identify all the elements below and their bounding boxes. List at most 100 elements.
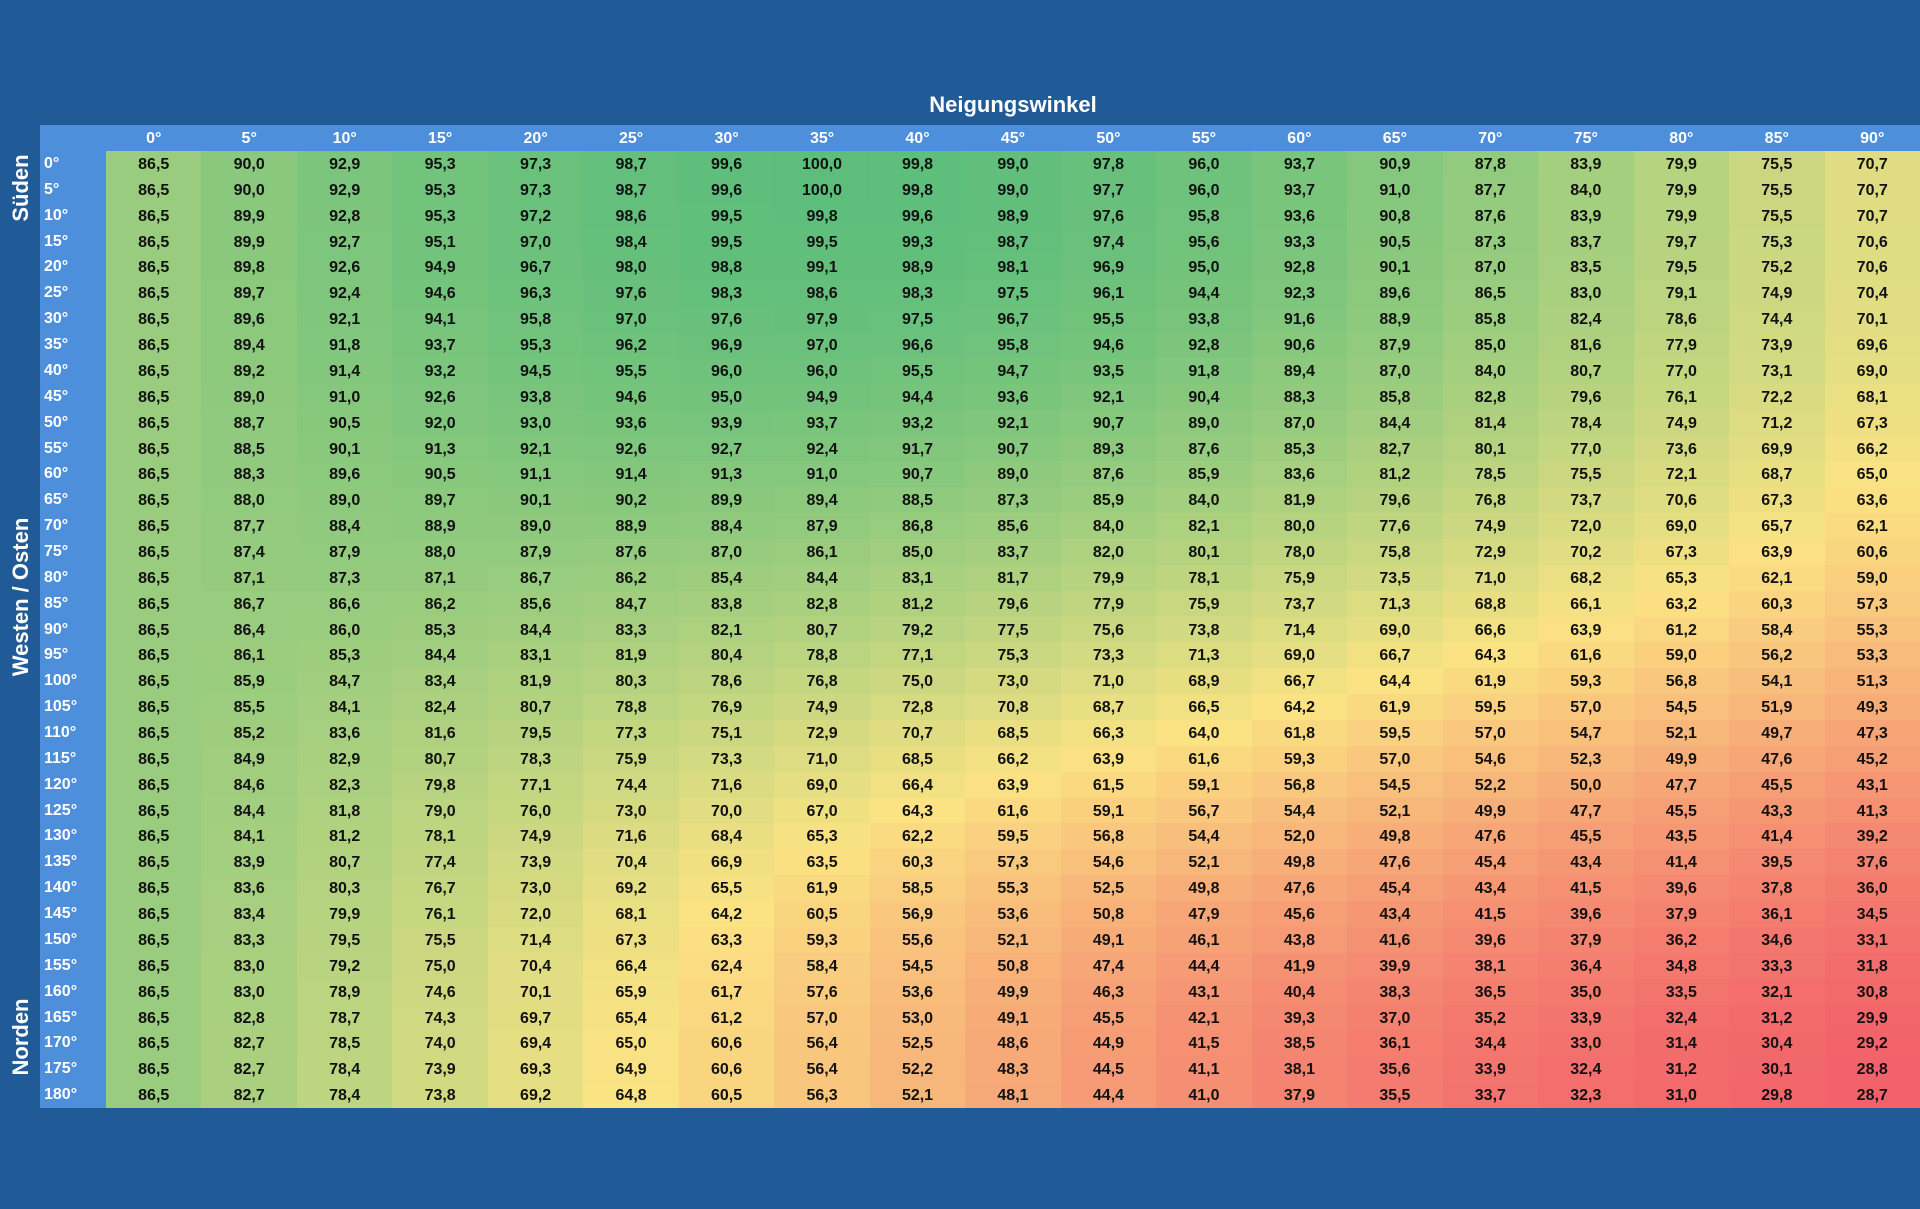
heatmap-cell: 84,0 [1538,176,1634,203]
heatmap-cell: 82,8 [201,1004,297,1031]
heatmap-cell: 58,4 [1729,616,1825,643]
heatmap-cell: 80,1 [1156,538,1252,565]
heatmap-cell: 61,2 [678,1004,775,1031]
heatmap-cell: 92,9 [296,151,393,177]
heatmap-cell: 78,0 [1251,538,1348,565]
heatmap-cell: 71,2 [1729,409,1825,436]
heatmap-cell: 59,0 [1633,642,1730,669]
heatmap-cell: 86,5 [106,590,202,617]
heatmap-cell: 38,1 [1251,1056,1348,1083]
heatmap-cell: 30,1 [1729,1056,1825,1083]
heatmap-cell: 79,9 [296,901,393,927]
heatmap-cell: 59,5 [1442,694,1539,721]
heatmap-cell: 60,6 [1824,538,1920,565]
heatmap-cell: 71,4 [1251,616,1348,643]
heatmap-cell: 49,9 [965,978,1061,1005]
heatmap-cell: 74,9 [774,694,870,721]
heatmap-cell: 86,5 [106,383,202,410]
heatmap-cell: 39,2 [1824,823,1920,850]
heatmap-cell: 92,4 [296,280,393,307]
direction-label-south: Süden [8,154,33,222]
heatmap-cell: 86,5 [106,745,202,772]
heatmap-cell: 38,3 [1347,978,1443,1005]
heatmap-cell: 68,1 [1824,383,1920,410]
heatmap-cell: 84,1 [296,694,393,721]
heatmap-cell: 98,9 [965,202,1061,229]
heatmap-cell: 51,3 [1824,668,1920,695]
heatmap-cell: 37,9 [1633,901,1730,927]
heatmap-cell: 86,5 [106,564,202,591]
heatmap-cell: 72,0 [1538,513,1634,539]
heatmap-cell: 82,8 [1442,383,1539,410]
heatmap-cell: 86,5 [106,513,202,539]
heatmap-cell: 73,8 [392,1082,488,1108]
heatmap-cell: 94,4 [1156,280,1252,307]
heatmap-cell: 89,4 [1251,357,1348,384]
heatmap-cell: 74,9 [487,823,584,850]
heatmap-cell: 92,6 [392,383,488,410]
heatmap-cell: 93,6 [965,383,1061,410]
heatmap-cell: 81,8 [296,797,393,824]
heatmap-cell: 62,1 [1729,564,1825,591]
heatmap-cell: 86,5 [106,771,202,798]
heatmap-cell: 79,5 [487,720,584,746]
heatmap-cell: 57,3 [965,849,1061,876]
heatmap-cell: 87,1 [392,564,488,591]
heatmap-cell: 90,1 [296,435,393,462]
heatmap-cell: 57,0 [1442,720,1539,746]
heatmap-cell: 94,1 [392,306,488,333]
heatmap-cell: 85,8 [1442,306,1539,333]
heatmap-cell: 99,5 [678,202,775,229]
heatmap-cell: 88,7 [201,409,297,436]
heatmap-cell: 66,5 [1156,694,1252,721]
heatmap-cell: 28,8 [1824,1056,1920,1083]
heatmap-cell: 92,8 [1251,254,1348,281]
heatmap-cell: 66,2 [965,745,1061,772]
heatmap-cell: 95,8 [487,306,584,333]
heatmap-cell: 96,2 [583,332,679,358]
heatmap-cell: 90,9 [1347,151,1443,177]
heatmap-cell: 37,0 [1347,1004,1443,1031]
heatmap-cell: 98,0 [583,254,679,281]
heatmap-cell: 70,4 [583,849,679,876]
heatmap-cell: 75,0 [869,668,966,695]
heatmap-cell: 57,6 [774,978,870,1005]
heatmap-cell: 92,1 [296,306,393,333]
heatmap-cell: 87,6 [1156,435,1252,462]
heatmap-cell: 36,1 [1347,1030,1443,1057]
heatmap-cell: 76,1 [392,901,488,927]
heatmap-cell: 87,1 [201,564,297,591]
heatmap-cell: 91,4 [583,461,679,488]
heatmap-cell: 94,9 [392,254,488,281]
heatmap-cell: 29,8 [1729,1082,1825,1108]
heatmap-cell: 71,6 [583,823,679,850]
heatmap-cell: 30,8 [1824,978,1920,1005]
row-header: 70° [44,517,69,535]
heatmap-cell: 99,5 [678,228,775,255]
heatmap-cell: 85,6 [487,590,584,617]
heatmap-cell: 83,9 [1538,202,1634,229]
heatmap-cell: 78,5 [1442,461,1539,488]
heatmap-cell: 44,4 [1060,1082,1157,1108]
heatmap-cell: 79,9 [1633,202,1730,229]
heatmap-cell: 92,8 [296,202,393,229]
heatmap-cell: 90,0 [201,176,297,203]
heatmap-cell: 47,6 [1251,875,1348,902]
heatmap-cell: 80,7 [774,616,870,643]
heatmap-cell: 89,6 [296,461,393,488]
heatmap-cell: 90,4 [1156,383,1252,410]
heatmap-cell: 74,4 [583,771,679,798]
heatmap-cell: 68,4 [678,823,775,850]
heatmap-cell: 86,6 [296,590,393,617]
heatmap-cell: 74,0 [392,1030,488,1057]
heatmap-cell: 87,3 [965,487,1061,514]
row-header: 5° [44,180,60,198]
heatmap-cell: 70,7 [1824,151,1920,177]
heatmap-cell: 97,3 [487,151,584,177]
heatmap-cell: 85,9 [1156,461,1252,488]
heatmap-cell: 36,0 [1824,875,1920,902]
heatmap-cell: 80,7 [487,694,584,721]
heatmap-cell: 95,0 [1156,254,1252,281]
heatmap-cell: 61,5 [1060,771,1157,798]
heatmap-cell: 90,7 [869,461,966,488]
